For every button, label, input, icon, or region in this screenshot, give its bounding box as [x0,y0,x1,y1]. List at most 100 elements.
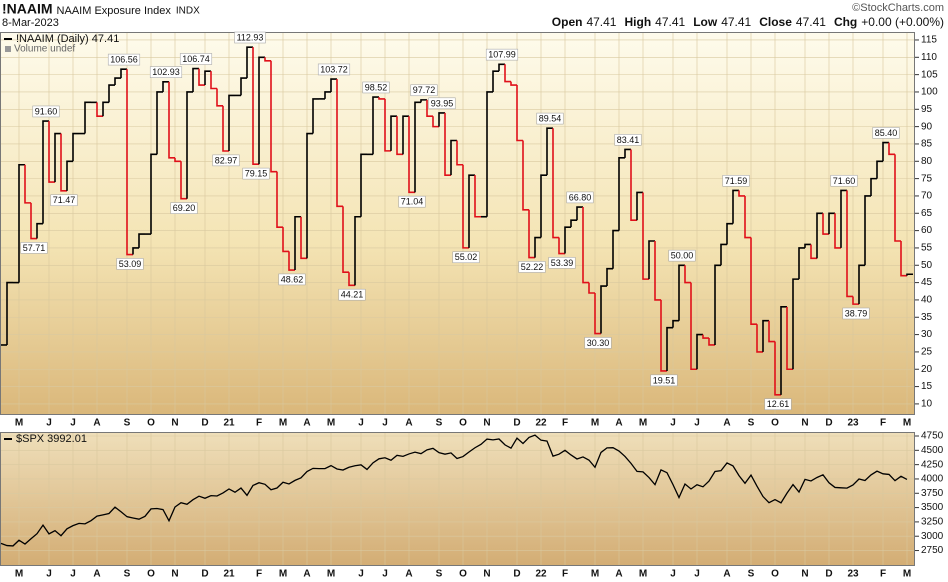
legend-label: !NAAIM (Daily) 47.41 [16,33,119,45]
x-tick-label: J [694,569,700,580]
step-segment [204,70,211,86]
x-tick-label: S [436,418,443,429]
y-tick-label: 2750 [921,545,944,556]
x-tick-label: 22 [535,418,547,429]
value-label: 38.79 [845,308,868,318]
x-tick-label: A [723,418,730,429]
value-label-box [872,127,900,139]
x-tick-label: J [358,569,364,580]
x-tick-label: J [694,418,700,429]
step-segment [444,112,451,176]
step-segment [750,237,757,325]
step-segment [870,177,877,196]
step-segment [504,64,511,83]
x-tick-label: J [382,569,388,580]
y-tick-label: 115 [921,35,937,46]
step-segment [348,272,355,287]
step-segment [474,175,481,218]
y-tick-label: 40 [921,295,933,306]
value-label-box [212,154,240,167]
value-label: 30.30 [587,338,610,348]
step-segment [660,299,667,372]
value-label-box [170,202,198,214]
step-segment [210,71,217,90]
step-segment [648,240,655,280]
quote-value: 47.41 [586,15,616,29]
quote-label: Low [693,15,718,29]
y-tick-label: 25 [921,347,933,358]
value-label: 66.80 [569,192,592,202]
step-segment [102,101,109,117]
step-segment [510,81,517,86]
y-tick-label: 3000 [921,531,944,542]
x-tick-label: D [201,418,208,429]
y-tick-label: 35 [921,312,933,323]
step-segment [162,81,169,92]
value-label: 71.60 [833,176,856,186]
step-segment [120,68,127,79]
step-segment [450,139,457,176]
step-segment [558,237,565,255]
value-label: 44.21 [341,290,364,300]
x-tick-label: S [436,569,443,580]
quote-value: 47.41 [721,15,751,29]
step-segment [582,207,589,284]
value-label: 71.47 [53,195,76,205]
x-tick-label: O [147,569,155,580]
step-segment [258,56,265,165]
symbol: !NAAIM [2,1,53,17]
value-label-box [20,242,48,254]
step-segment [600,285,607,334]
step-segment [180,161,187,200]
x-tick-label: J [46,569,52,580]
step-segment [300,216,307,260]
x-tick-label: J [358,418,364,429]
y-tick-label: 3500 [921,502,944,513]
plot-background [0,432,915,566]
step-segment [888,142,895,156]
value-label-box [764,398,792,411]
x-tick-label: 21 [223,569,235,580]
y-tick-label: 105 [921,69,938,80]
step-segment [744,195,751,239]
value-label-box [428,97,456,110]
step-segment [708,338,715,346]
step-segment [150,153,157,235]
step-segment [540,174,547,238]
step-segment [462,164,469,249]
step-segment [36,222,43,239]
value-label: 48.62 [281,274,304,284]
step-segment [858,264,865,305]
step-segment [576,206,583,221]
x-tick-label: J [70,418,76,429]
x-tick-label: 23 [847,418,859,429]
step-segment [678,264,685,321]
quote-label: Chg [834,15,857,29]
y-tick-label: 4250 [921,459,944,470]
value-label-box [410,84,438,97]
step-segment [378,97,385,100]
step-segment [216,88,223,107]
value-label: 53.09 [119,259,142,269]
step-segment [456,140,463,166]
step-segment [516,85,523,142]
step-segment [228,94,235,151]
value-label: 79.15 [245,169,268,179]
x-tick-label: A [93,418,100,429]
step-segment [714,264,721,345]
y-tick-label: 90 [921,121,933,132]
step-segment [108,84,115,103]
step-segment [42,120,49,224]
step-segment [798,247,805,280]
step-segment [612,229,619,269]
x-tick-label: M [279,418,287,429]
x-tick-label: M [327,569,335,580]
value-label: 89.54 [539,114,562,124]
step-segment [18,163,25,283]
step-segment [588,282,595,294]
step-segment [420,99,427,103]
x-tick-label: A [303,569,310,580]
plot-border [0,32,915,415]
step-segment [138,233,145,248]
value-label-box [584,337,612,349]
